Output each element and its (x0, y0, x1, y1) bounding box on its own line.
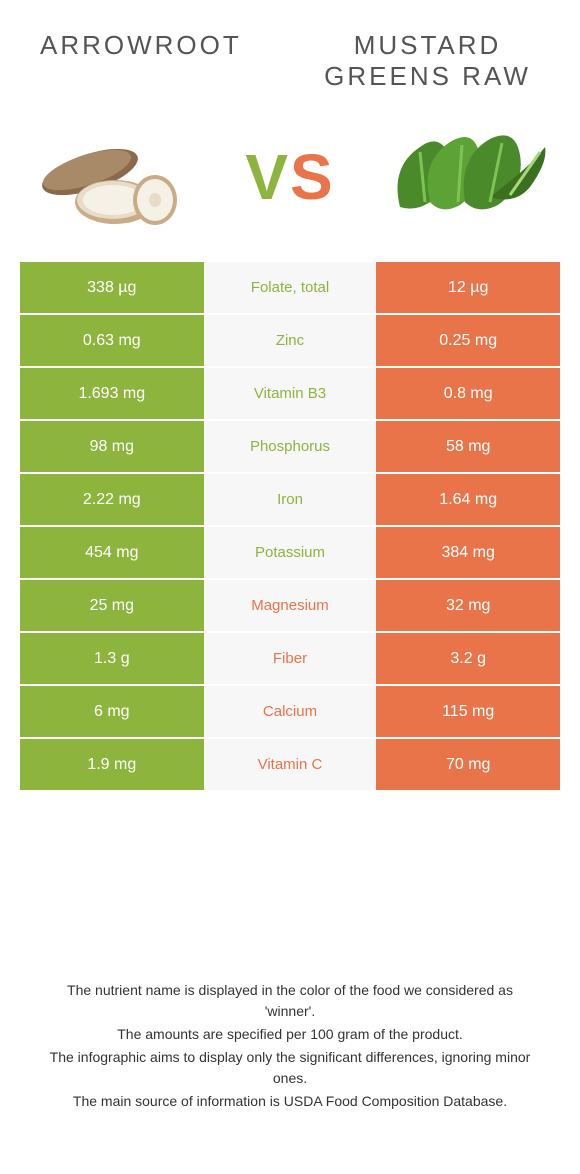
table-row: 454 mgPotassium384 mg (20, 527, 560, 580)
cell-nutrient-label: Zinc (204, 315, 377, 366)
cell-left-value: 1.9 mg (20, 739, 204, 790)
table-row: 338 µgFolate, total12 µg (20, 262, 560, 315)
cell-nutrient-label: Vitamin C (204, 739, 377, 790)
cell-nutrient-label: Folate, total (204, 262, 377, 313)
cell-left-value: 25 mg (20, 580, 204, 631)
footer-line-4: The main source of information is USDA F… (40, 1091, 540, 1112)
cell-left-value: 0.63 mg (20, 315, 204, 366)
cell-right-value: 32 mg (376, 580, 560, 631)
cell-nutrient-label: Magnesium (204, 580, 377, 631)
cell-right-value: 12 µg (376, 262, 560, 313)
cell-right-value: 384 mg (376, 527, 560, 578)
table-row: 1.3 gFiber3.2 g (20, 633, 560, 686)
mustard-greens-image (380, 112, 550, 242)
table-row: 6 mgCalcium115 mg (20, 686, 560, 739)
header: Arrowroot Mustard Greens Raw (0, 0, 580, 102)
footer-line-1: The nutrient name is displayed in the co… (40, 980, 540, 1022)
cell-right-value: 0.8 mg (376, 368, 560, 419)
cell-left-value: 98 mg (20, 421, 204, 472)
cell-nutrient-label: Calcium (204, 686, 377, 737)
table-row: 25 mgMagnesium32 mg (20, 580, 560, 633)
title-left: Arrowroot (40, 30, 265, 61)
cell-nutrient-label: Vitamin B3 (204, 368, 377, 419)
cell-left-value: 1.3 g (20, 633, 204, 684)
footer-line-3: The infographic aims to display only the… (40, 1047, 540, 1089)
cell-right-value: 115 mg (376, 686, 560, 737)
table-row: 0.63 mgZinc0.25 mg (20, 315, 560, 368)
cell-right-value: 1.64 mg (376, 474, 560, 525)
cell-nutrient-label: Iron (204, 474, 377, 525)
cell-left-value: 2.22 mg (20, 474, 204, 525)
footer-line-2: The amounts are specified per 100 gram o… (40, 1024, 540, 1045)
cell-nutrient-label: Phosphorus (204, 421, 377, 472)
arrowroot-image (30, 112, 200, 242)
cell-right-value: 70 mg (376, 739, 560, 790)
cell-left-value: 454 mg (20, 527, 204, 578)
cell-nutrient-label: Potassium (204, 527, 377, 578)
vs-row: VS (0, 102, 580, 262)
table-row: 2.22 mgIron1.64 mg (20, 474, 560, 527)
nutrient-table: 338 µgFolate, total12 µg0.63 mgZinc0.25 … (20, 262, 560, 792)
table-row: 1.693 mgVitamin B30.8 mg (20, 368, 560, 421)
table-row: 1.9 mgVitamin C70 mg (20, 739, 560, 792)
cell-left-value: 338 µg (20, 262, 204, 313)
title-right: Mustard Greens Raw (315, 30, 540, 92)
cell-right-value: 0.25 mg (376, 315, 560, 366)
table-row: 98 mgPhosphorus58 mg (20, 421, 560, 474)
cell-right-value: 58 mg (376, 421, 560, 472)
cell-nutrient-label: Fiber (204, 633, 377, 684)
cell-left-value: 1.693 mg (20, 368, 204, 419)
vs-label: VS (245, 140, 334, 214)
cell-right-value: 3.2 g (376, 633, 560, 684)
cell-left-value: 6 mg (20, 686, 204, 737)
footer-notes: The nutrient name is displayed in the co… (0, 980, 580, 1114)
